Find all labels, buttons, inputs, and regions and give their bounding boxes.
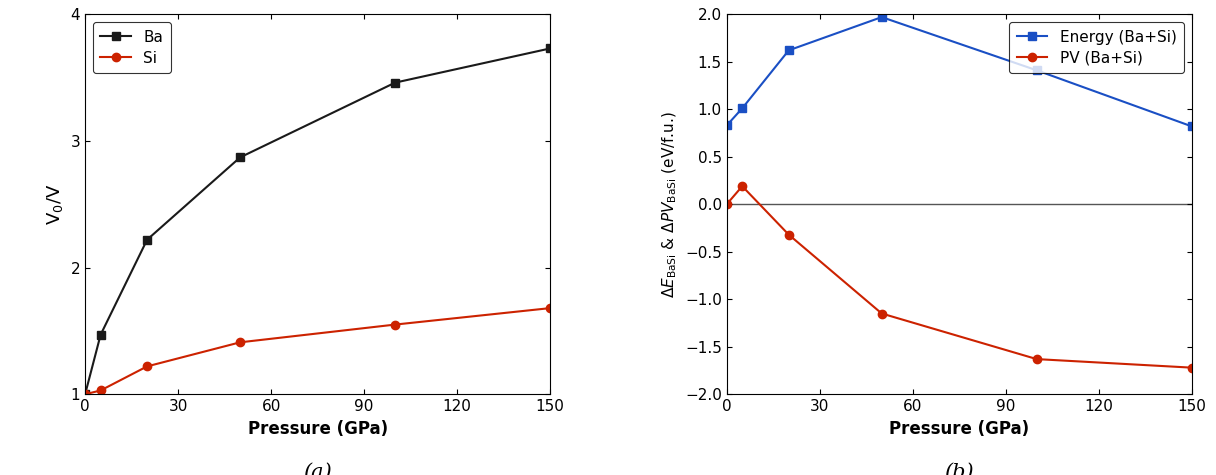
PV (Ba+Si) [874, 311, 889, 316]
Text: (a): (a) [303, 463, 332, 475]
Energy (Ba+Si) [720, 123, 734, 128]
Line: Ba: Ba [81, 44, 554, 399]
PV (Ba+Si) [720, 201, 734, 207]
Energy (Ba+Si) [874, 14, 889, 20]
Line: Energy (Ba+Si): Energy (Ba+Si) [722, 13, 1195, 131]
Energy (Ba+Si) [734, 105, 749, 111]
Si [78, 391, 92, 397]
X-axis label: Pressure (GPa): Pressure (GPa) [248, 420, 388, 437]
Ba [78, 391, 92, 397]
Energy (Ba+Si) [782, 48, 796, 53]
PV (Ba+Si) [734, 183, 749, 189]
PV (Ba+Si) [1184, 365, 1199, 370]
X-axis label: Pressure (GPa): Pressure (GPa) [889, 420, 1029, 437]
Energy (Ba+Si) [1184, 124, 1199, 129]
Legend: Ba, Si: Ba, Si [92, 22, 170, 73]
Ba [94, 332, 108, 338]
Energy (Ba+Si) [1030, 67, 1045, 73]
Si [140, 363, 154, 369]
Si [232, 340, 247, 345]
Y-axis label: V$_0$/V: V$_0$/V [45, 184, 64, 225]
Si [94, 388, 108, 393]
Ba [388, 80, 402, 86]
Ba [232, 154, 247, 160]
Ba [542, 46, 557, 51]
Y-axis label: $\Delta \mathit{E}_{\mathrm{BaSi}}$ & $\Delta \mathit{PV}_{\mathrm{BaSi}}$ (eV/f: $\Delta \mathit{E}_{\mathrm{BaSi}}$ & $\… [662, 111, 680, 298]
Line: PV (Ba+Si): PV (Ba+Si) [722, 182, 1195, 372]
PV (Ba+Si) [1030, 356, 1045, 362]
Si [542, 305, 557, 311]
Si [388, 322, 402, 327]
Text: (b): (b) [945, 463, 974, 475]
Line: Si: Si [81, 304, 554, 399]
Ba [140, 237, 154, 243]
PV (Ba+Si) [782, 232, 796, 238]
Legend: Energy (Ba+Si), PV (Ba+Si): Energy (Ba+Si), PV (Ba+Si) [1009, 22, 1184, 73]
